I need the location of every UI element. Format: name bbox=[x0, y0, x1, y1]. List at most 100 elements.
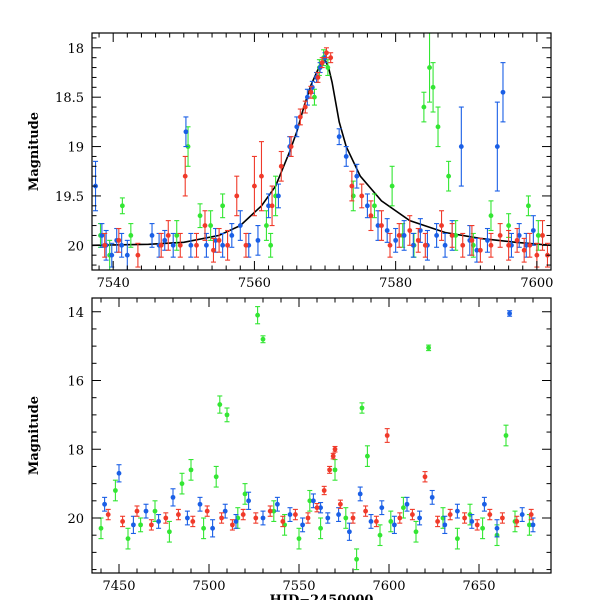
y-tick-label: 16 bbox=[67, 375, 84, 390]
x-tick-label: 7550 bbox=[282, 579, 315, 594]
data-point bbox=[363, 505, 369, 517]
data-marker bbox=[422, 242, 428, 248]
data-marker bbox=[246, 498, 252, 504]
data-marker bbox=[359, 405, 365, 411]
y-tick-label: 19 bbox=[67, 141, 84, 156]
data-marker bbox=[530, 228, 536, 233]
data-marker bbox=[482, 501, 487, 507]
data-point bbox=[220, 193, 226, 219]
data-point bbox=[158, 232, 164, 258]
series-green bbox=[98, 306, 532, 571]
top-panel: 7540 7560 7580 7600 18 18.5 19 19.5 20 Magnitude bbox=[27, 32, 553, 291]
y-tick-label: 19.5 bbox=[55, 190, 84, 205]
data-point bbox=[152, 500, 158, 522]
data-point bbox=[488, 200, 494, 232]
data-marker bbox=[363, 508, 368, 514]
data-marker bbox=[125, 536, 131, 542]
data-marker bbox=[528, 512, 534, 517]
data-point bbox=[128, 223, 134, 248]
data-marker bbox=[343, 154, 349, 159]
data-marker bbox=[312, 94, 317, 100]
data-marker bbox=[243, 242, 249, 248]
data-marker bbox=[213, 474, 219, 480]
data-point bbox=[371, 193, 377, 219]
data-marker bbox=[393, 237, 399, 243]
data-marker bbox=[113, 488, 118, 493]
data-marker bbox=[487, 512, 493, 517]
data-marker bbox=[297, 114, 303, 120]
data-point bbox=[413, 520, 419, 543]
data-marker bbox=[523, 242, 529, 248]
data-marker bbox=[514, 519, 520, 524]
data-marker bbox=[294, 124, 300, 130]
data-marker bbox=[188, 467, 194, 473]
data-point bbox=[377, 524, 383, 547]
data-point bbox=[514, 227, 520, 253]
data-point bbox=[105, 508, 111, 521]
data-marker bbox=[208, 223, 214, 228]
y-tick-label: 18 bbox=[67, 443, 84, 458]
data-point bbox=[251, 155, 257, 217]
data-marker bbox=[413, 529, 419, 535]
data-point bbox=[210, 237, 216, 263]
data-marker bbox=[234, 193, 240, 199]
data-point bbox=[379, 210, 385, 241]
data-point bbox=[278, 150, 284, 182]
data-point bbox=[368, 200, 374, 232]
data-marker bbox=[311, 498, 316, 504]
data-marker bbox=[435, 519, 440, 524]
data-marker bbox=[449, 233, 455, 238]
data-point bbox=[216, 227, 222, 253]
data-marker bbox=[368, 519, 374, 524]
data-marker bbox=[421, 104, 427, 110]
data-point bbox=[330, 452, 336, 460]
data-point bbox=[507, 310, 513, 317]
data-marker bbox=[321, 488, 327, 493]
data-point bbox=[458, 106, 464, 187]
data-marker bbox=[319, 60, 325, 66]
data-marker bbox=[375, 223, 381, 228]
data-point bbox=[165, 220, 171, 251]
data-point bbox=[243, 232, 249, 258]
data-marker bbox=[325, 65, 331, 70]
data-point bbox=[271, 500, 277, 522]
data-marker bbox=[488, 213, 494, 219]
data-marker bbox=[197, 213, 203, 219]
data-marker bbox=[336, 512, 341, 517]
data-point bbox=[349, 170, 355, 202]
data-point bbox=[446, 160, 452, 192]
data-marker bbox=[280, 519, 286, 524]
data-marker bbox=[260, 336, 266, 342]
data-point bbox=[332, 459, 338, 481]
data-marker bbox=[138, 522, 144, 528]
data-marker bbox=[255, 237, 261, 243]
data-marker bbox=[540, 233, 545, 238]
data-point bbox=[260, 335, 266, 344]
data-point bbox=[343, 507, 349, 529]
series-red bbox=[102, 47, 550, 268]
data-point bbox=[354, 548, 360, 571]
data-marker bbox=[404, 501, 410, 507]
data-marker bbox=[417, 515, 422, 521]
data-point bbox=[210, 519, 216, 538]
data-marker bbox=[396, 233, 402, 238]
data-marker bbox=[131, 522, 136, 528]
series-blue bbox=[102, 310, 536, 541]
data-point bbox=[222, 503, 228, 519]
data-marker bbox=[300, 522, 305, 528]
data-marker bbox=[434, 233, 440, 238]
data-marker bbox=[500, 89, 506, 95]
data-point bbox=[336, 507, 342, 522]
data-point bbox=[480, 517, 486, 540]
data-point bbox=[102, 496, 108, 512]
data-marker bbox=[372, 203, 377, 209]
data-marker bbox=[384, 433, 390, 438]
data-marker bbox=[327, 467, 332, 473]
data-marker bbox=[350, 515, 356, 521]
plot-frame bbox=[91, 32, 552, 271]
data-point bbox=[116, 227, 122, 253]
data-point bbox=[397, 512, 403, 524]
data-point bbox=[197, 203, 203, 229]
data-point bbox=[143, 503, 149, 519]
data-point bbox=[148, 519, 154, 531]
